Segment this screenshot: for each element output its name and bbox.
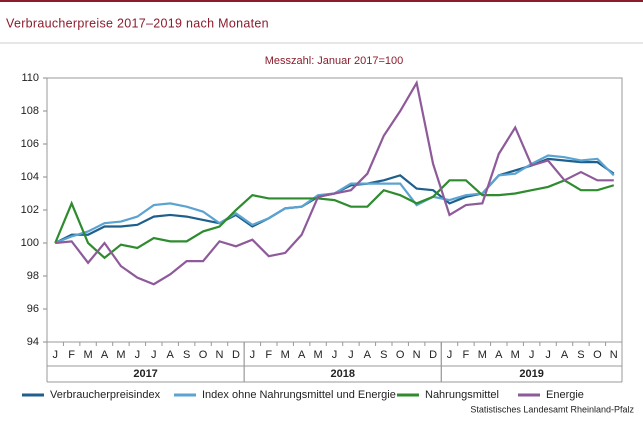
x-tick-label: A <box>364 349 372 361</box>
x-tick-label: N <box>413 349 421 361</box>
x-tick-label: J <box>135 349 141 361</box>
x-tick-label: A <box>167 349 175 361</box>
x-tick-label: J <box>348 349 354 361</box>
x-tick-label: M <box>313 349 322 361</box>
x-tick-label: J <box>529 349 535 361</box>
x-tick-label: A <box>101 349 109 361</box>
year-label: 2019 <box>519 368 543 380</box>
x-tick-label: M <box>281 349 290 361</box>
series-line <box>55 79 614 286</box>
plot-frame <box>46 77 623 343</box>
x-tick-label: J <box>447 349 453 361</box>
x-tick-label: J <box>250 349 256 361</box>
year-label: 2017 <box>133 368 157 380</box>
x-tick-label: A <box>495 349 503 361</box>
x-tick-label: F <box>265 349 272 361</box>
x-tick-label: J <box>52 349 58 361</box>
y-tick-label: 94 <box>27 336 39 348</box>
y-tick-label: 100 <box>21 237 39 249</box>
y-tick-label: 102 <box>21 204 39 216</box>
x-tick-label: M <box>116 349 125 361</box>
x-tick-label: D <box>429 349 437 361</box>
x-tick-label: S <box>577 349 584 361</box>
y-tick-label: 98 <box>27 270 39 282</box>
x-tick-label: M <box>511 349 520 361</box>
y-tick-label: 106 <box>21 138 39 150</box>
x-tick-label: F <box>68 349 75 361</box>
x-tick-label: N <box>610 349 618 361</box>
x-tick-label: M <box>83 349 92 361</box>
legend-label: Verbraucherpreisindex <box>50 389 161 401</box>
chart-subtitle: Messzahl: Januar 2017=100 <box>265 55 404 67</box>
legend-label: Energie <box>546 389 584 401</box>
x-tick-label: F <box>463 349 470 361</box>
y-tick-label: 96 <box>27 303 39 315</box>
source: Statistisches Landesamt Rheinland-Pfalz <box>470 404 634 414</box>
x-tick-label: S <box>380 349 387 361</box>
y-tick-label: 104 <box>21 171 39 183</box>
x-tick-label: O <box>396 349 405 361</box>
year-label: 2018 <box>330 368 354 380</box>
series-line <box>54 179 615 260</box>
x-tick-label: A <box>298 349 306 361</box>
legend-label: Index ohne Nahrungsmittel und Energie <box>202 389 396 401</box>
x-tick-label: O <box>593 349 602 361</box>
x-tick-label: S <box>183 349 190 361</box>
x-tick-label: J <box>151 349 157 361</box>
x-tick-label: M <box>478 349 487 361</box>
legend-label: Nahrungsmittel <box>425 389 499 401</box>
x-tick-label: D <box>232 349 240 361</box>
y-tick-label: 110 <box>21 72 39 84</box>
x-tick-label: A <box>561 349 569 361</box>
x-tick-label: J <box>332 349 338 361</box>
x-tick-label: N <box>216 349 224 361</box>
x-tick-label: O <box>199 349 208 361</box>
y-tick-label: 108 <box>21 105 39 117</box>
chart-title: Verbraucherpreise 2017–2019 nach Monaten <box>6 16 269 30</box>
x-tick-label: J <box>545 349 551 361</box>
